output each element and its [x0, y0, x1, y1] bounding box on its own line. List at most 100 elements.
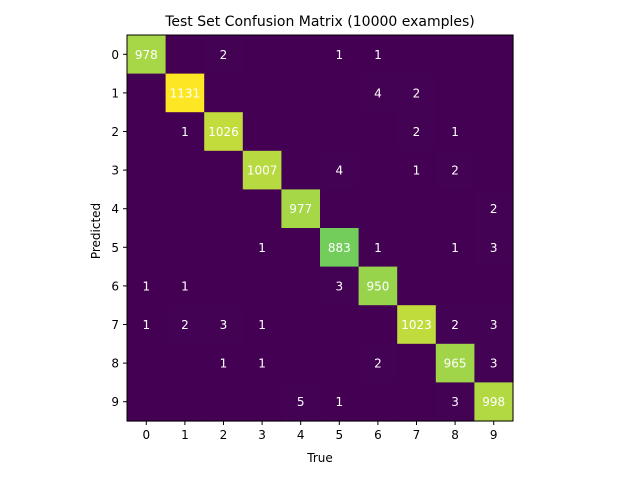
heatmap-cell: [397, 189, 437, 229]
heatmap-cell: [281, 189, 321, 229]
x-tick-label: 8: [451, 428, 459, 442]
heatmap-cell: [435, 189, 475, 229]
heatmap-cell: [281, 35, 321, 75]
y-tick-label: 6: [111, 279, 119, 293]
heatmap-cell: [165, 228, 205, 268]
heatmap-cell: [397, 382, 437, 422]
heatmap-cell: [242, 266, 282, 306]
heatmap-cell: [204, 150, 244, 190]
cell-value-label: 2: [374, 357, 382, 371]
cell-value-label: 1: [451, 241, 459, 255]
heatmap-cell: [165, 382, 205, 422]
cell-value-label: 1: [142, 279, 150, 293]
heatmap-cell: [127, 73, 167, 113]
cell-value-label: 2: [451, 318, 459, 332]
heatmap-cell: [435, 382, 475, 422]
heatmap-cells: [127, 35, 514, 422]
heatmap-cell: [127, 382, 167, 422]
heatmap-cell: [358, 305, 398, 345]
heatmap-cell: [320, 35, 360, 75]
heatmap-cell: [281, 150, 321, 190]
cell-value-label: 1: [335, 48, 343, 62]
cell-value-label: 965: [444, 357, 467, 371]
heatmap-cell: [127, 343, 167, 383]
heatmap-cell: [127, 189, 167, 229]
cell-value-label: 1: [374, 48, 382, 62]
heatmap-cell: [242, 343, 282, 383]
cell-value-label: 1026: [208, 125, 239, 139]
heatmap-cell: [358, 189, 398, 229]
cell-value-label: 1: [451, 125, 459, 139]
heatmap-cell: [242, 305, 282, 345]
heatmap-cell: [281, 266, 321, 306]
y-tick-label: 3: [111, 164, 119, 178]
heatmap-cell: [320, 382, 360, 422]
cell-value-label: 2: [451, 164, 459, 178]
x-tick-label: 1: [181, 428, 189, 442]
heatmap-cell: [281, 112, 321, 152]
heatmap-cell: [435, 343, 475, 383]
heatmap-cell: [242, 112, 282, 152]
cell-value-label: 3: [490, 241, 498, 255]
heatmap-cell: [474, 112, 514, 152]
cell-value-label: 1131: [170, 86, 201, 100]
heatmap-cell: [397, 305, 437, 345]
heatmap-cell: [397, 266, 437, 306]
y-tick-label: 5: [111, 241, 119, 255]
cell-value-label: 978: [135, 48, 158, 62]
cell-value-label: 1: [181, 279, 189, 293]
heatmap-cell: [281, 343, 321, 383]
cell-value-label: 1: [258, 241, 266, 255]
heatmap-cell: [320, 305, 360, 345]
cell-value-label: 977: [289, 202, 312, 216]
heatmap-cell: [165, 112, 205, 152]
cell-value-label: 2: [181, 318, 189, 332]
cell-value-label: 1: [258, 357, 266, 371]
heatmap-cell: [127, 35, 167, 75]
heatmap-cell: [204, 112, 244, 152]
heatmap-cell: [435, 73, 475, 113]
cell-value-label: 1: [374, 241, 382, 255]
x-axis-ticks: 0 1 2 3 4 5 6 7 8 9: [142, 421, 498, 442]
plot-frame: [126, 34, 514, 422]
cell-value-label: 1: [181, 125, 189, 139]
heatmap-cell: [320, 343, 360, 383]
heatmap-cell: [435, 266, 475, 306]
x-tick-label: 2: [220, 428, 228, 442]
heatmap-cell: [320, 112, 360, 152]
cell-value-label: 1: [258, 318, 266, 332]
heatmap-cell: [320, 266, 360, 306]
cell-value-label: 1007: [247, 164, 278, 178]
heatmap-cell: [474, 150, 514, 190]
heatmap-cell: [242, 382, 282, 422]
cell-value-label: 3: [490, 318, 498, 332]
heatmap-cell: [165, 150, 205, 190]
cell-value-label: 5: [297, 395, 305, 409]
heatmap-cell: [165, 266, 205, 306]
heatmap-cell: [242, 73, 282, 113]
y-tick-label: 7: [111, 318, 119, 332]
heatmap-cell: [358, 35, 398, 75]
heatmap-cell: [242, 228, 282, 268]
heatmap-cell: [397, 343, 437, 383]
y-axis-label: Predicted: [89, 203, 103, 259]
heatmap-cell: [165, 73, 205, 113]
heatmap-cell: [320, 228, 360, 268]
cell-value-label: 2: [490, 202, 498, 216]
cell-value-label: 2: [413, 86, 421, 100]
heatmap-cell: [358, 150, 398, 190]
heatmap-cell: [474, 343, 514, 383]
cell-value-label: 1: [142, 318, 150, 332]
heatmap-cell: [204, 266, 244, 306]
heatmap-cell: [358, 228, 398, 268]
cell-value-label: 1: [413, 164, 421, 178]
heatmap-cell: [358, 73, 398, 113]
cell-value-label: 3: [335, 279, 343, 293]
heatmap-cell: [242, 189, 282, 229]
heatmap-cell: [204, 35, 244, 75]
x-axis-label: True: [306, 451, 333, 465]
heatmap-cell: [474, 228, 514, 268]
heatmap-cell: [474, 73, 514, 113]
